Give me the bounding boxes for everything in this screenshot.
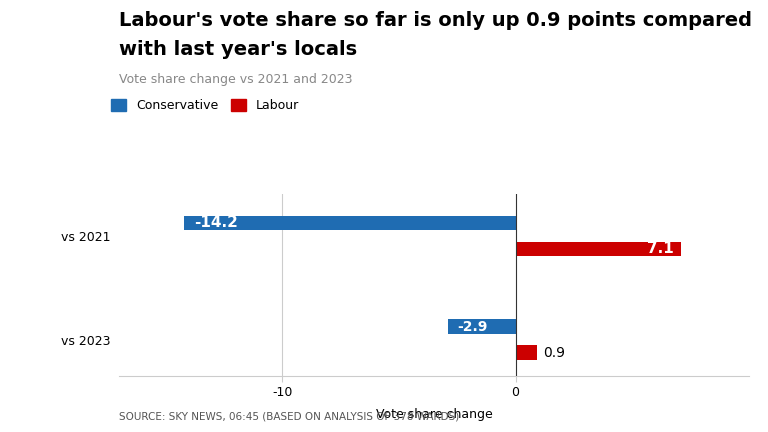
Bar xyxy=(515,345,537,360)
Text: -14.2: -14.2 xyxy=(194,216,237,230)
Text: 7.1: 7.1 xyxy=(647,241,674,256)
Text: Vote share change vs 2021 and 2023: Vote share change vs 2021 and 2023 xyxy=(119,73,353,86)
Bar xyxy=(515,241,681,256)
Text: Labour's vote share so far is only up 0.9 points compared: Labour's vote share so far is only up 0.… xyxy=(119,11,752,30)
Text: -2.9: -2.9 xyxy=(457,320,488,334)
Text: SOURCE: SKY NEWS, 06:45 (BASED ON ANALYSIS OF 378 WARDS): SOURCE: SKY NEWS, 06:45 (BASED ON ANALYS… xyxy=(119,411,459,421)
Text: with last year's locals: with last year's locals xyxy=(119,40,357,59)
Bar xyxy=(448,319,515,334)
Legend: Conservative, Labour: Conservative, Labour xyxy=(106,94,304,118)
X-axis label: Vote share change: Vote share change xyxy=(376,407,492,421)
Bar xyxy=(184,216,515,230)
Text: 0.9: 0.9 xyxy=(544,346,565,359)
